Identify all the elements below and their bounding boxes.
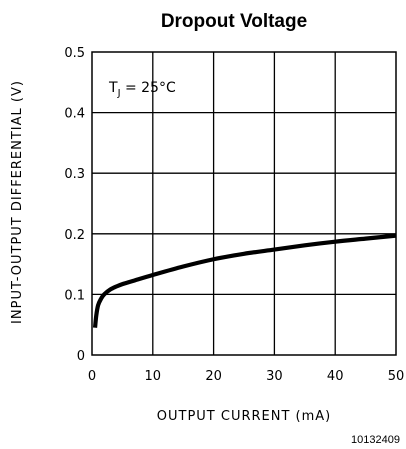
annotation-value: = 25°C bbox=[121, 80, 176, 96]
figure-id: 10132409 bbox=[351, 434, 400, 446]
x-tick-label: 50 bbox=[388, 369, 405, 384]
x-axis-label: OUTPUT CURRENT (mA) bbox=[157, 409, 332, 424]
y-tick-label: 0 bbox=[77, 349, 85, 364]
y-tick-label: 0.1 bbox=[64, 288, 85, 303]
y-tick-label: 0.2 bbox=[64, 228, 85, 243]
annotation-symbol: T bbox=[108, 80, 118, 96]
plot-frame bbox=[91, 51, 397, 356]
dropout-voltage-line bbox=[92, 233, 397, 328]
grid bbox=[92, 52, 396, 355]
x-tick-label: 20 bbox=[205, 369, 222, 384]
chart-title: Dropout Voltage bbox=[161, 11, 307, 32]
x-tick-label: 40 bbox=[327, 369, 344, 384]
series-layer bbox=[92, 233, 397, 328]
x-tick-label: 0 bbox=[88, 369, 96, 384]
junction-temperature-annotation: TJ = 25°C bbox=[108, 80, 176, 99]
y-tick-label: 0.3 bbox=[64, 167, 85, 182]
y-tick-label: 0.4 bbox=[64, 107, 85, 122]
annotation-subscript: J bbox=[117, 88, 121, 99]
y-tick-label: 0.5 bbox=[64, 46, 85, 61]
y-axis-label: INPUT-OUTPUT DIFFERENTIAL (V) bbox=[10, 80, 25, 324]
x-tick-label: 30 bbox=[266, 369, 283, 384]
y-tick-labels: 0 0.1 0.2 0.3 0.4 0.5 bbox=[64, 46, 85, 364]
x-tick-label: 10 bbox=[145, 369, 162, 384]
x-tick-labels: 0 10 20 30 40 50 bbox=[88, 369, 404, 384]
